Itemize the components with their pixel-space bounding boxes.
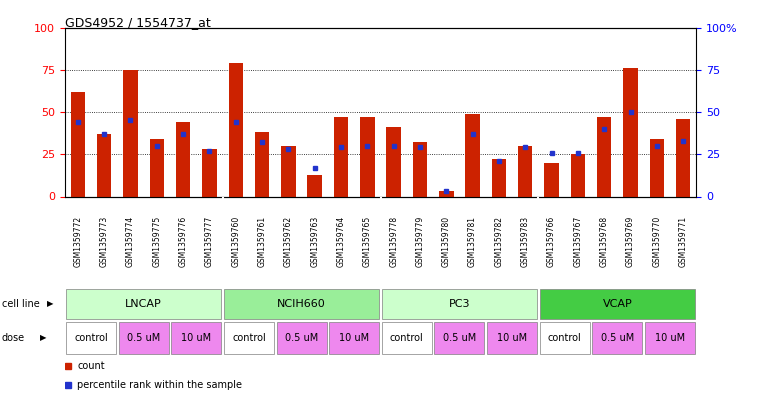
Bar: [676, 119, 690, 196]
Bar: [66, 322, 116, 354]
Bar: [276, 322, 326, 354]
Text: GSM1359765: GSM1359765: [363, 216, 372, 267]
Text: 0.5 uM: 0.5 uM: [127, 333, 161, 343]
Bar: [645, 322, 695, 354]
Bar: [66, 288, 221, 319]
Text: GSM1359770: GSM1359770: [652, 216, 661, 267]
Bar: [592, 322, 642, 354]
Text: GSM1359763: GSM1359763: [310, 216, 319, 267]
Bar: [334, 117, 349, 196]
Bar: [171, 322, 221, 354]
Bar: [330, 322, 379, 354]
Text: 10 uM: 10 uM: [655, 333, 685, 343]
Bar: [382, 288, 537, 319]
Text: GSM1359781: GSM1359781: [468, 216, 477, 267]
Bar: [382, 322, 431, 354]
Bar: [623, 68, 638, 196]
Bar: [544, 163, 559, 196]
Bar: [224, 288, 379, 319]
Text: GSM1359767: GSM1359767: [573, 216, 582, 267]
Text: percentile rank within the sample: percentile rank within the sample: [78, 380, 242, 390]
Text: ▶: ▶: [47, 299, 54, 308]
Text: control: control: [548, 333, 581, 343]
Text: NCIH660: NCIH660: [277, 299, 326, 309]
Bar: [435, 322, 485, 354]
Text: VCAP: VCAP: [603, 299, 632, 309]
Text: GSM1359778: GSM1359778: [389, 216, 398, 267]
Bar: [176, 122, 190, 196]
Bar: [466, 114, 480, 196]
Bar: [119, 322, 169, 354]
Bar: [571, 154, 585, 196]
Text: GSM1359772: GSM1359772: [73, 216, 82, 267]
Text: PC3: PC3: [449, 299, 470, 309]
Text: count: count: [78, 361, 105, 371]
Text: 0.5 uM: 0.5 uM: [285, 333, 318, 343]
Text: dose: dose: [2, 333, 24, 343]
Text: GSM1359768: GSM1359768: [600, 216, 609, 267]
Text: control: control: [232, 333, 266, 343]
Bar: [255, 132, 269, 196]
Bar: [492, 159, 506, 196]
Bar: [150, 139, 164, 196]
Bar: [518, 146, 533, 196]
Bar: [228, 63, 243, 196]
Bar: [487, 322, 537, 354]
Text: LNCAP: LNCAP: [126, 299, 162, 309]
Text: GSM1359764: GSM1359764: [336, 216, 345, 267]
Bar: [540, 288, 695, 319]
Text: 0.5 uM: 0.5 uM: [443, 333, 476, 343]
Text: GSM1359779: GSM1359779: [416, 216, 425, 267]
Text: control: control: [74, 333, 108, 343]
Text: 10 uM: 10 uM: [339, 333, 369, 343]
Bar: [650, 139, 664, 196]
Text: GSM1359760: GSM1359760: [231, 216, 240, 267]
Text: 10 uM: 10 uM: [497, 333, 527, 343]
Bar: [71, 92, 85, 196]
Text: GSM1359769: GSM1359769: [626, 216, 635, 267]
Text: 0.5 uM: 0.5 uM: [600, 333, 634, 343]
Bar: [123, 70, 138, 196]
Text: GSM1359773: GSM1359773: [100, 216, 109, 267]
Bar: [360, 117, 374, 196]
Text: GSM1359771: GSM1359771: [679, 216, 688, 267]
Bar: [540, 322, 590, 354]
Text: ▶: ▶: [40, 334, 46, 342]
Bar: [97, 134, 111, 196]
Text: GSM1359782: GSM1359782: [495, 216, 504, 267]
Text: GSM1359777: GSM1359777: [205, 216, 214, 267]
Bar: [439, 191, 454, 196]
Text: GSM1359762: GSM1359762: [284, 216, 293, 267]
Bar: [387, 127, 401, 196]
Text: cell line: cell line: [2, 299, 40, 309]
Bar: [412, 142, 427, 196]
Text: GSM1359783: GSM1359783: [521, 216, 530, 267]
Bar: [202, 149, 217, 196]
Text: GSM1359780: GSM1359780: [442, 216, 451, 267]
Text: GSM1359761: GSM1359761: [257, 216, 266, 267]
Text: control: control: [390, 333, 424, 343]
Text: GSM1359774: GSM1359774: [126, 216, 135, 267]
Text: 10 uM: 10 uM: [181, 333, 212, 343]
Bar: [597, 117, 611, 196]
Bar: [224, 322, 274, 354]
Text: GDS4952 / 1554737_at: GDS4952 / 1554737_at: [65, 16, 211, 29]
Text: GSM1359766: GSM1359766: [547, 216, 556, 267]
Text: GSM1359775: GSM1359775: [152, 216, 161, 267]
Bar: [281, 146, 295, 196]
Text: GSM1359776: GSM1359776: [179, 216, 188, 267]
Bar: [307, 174, 322, 196]
